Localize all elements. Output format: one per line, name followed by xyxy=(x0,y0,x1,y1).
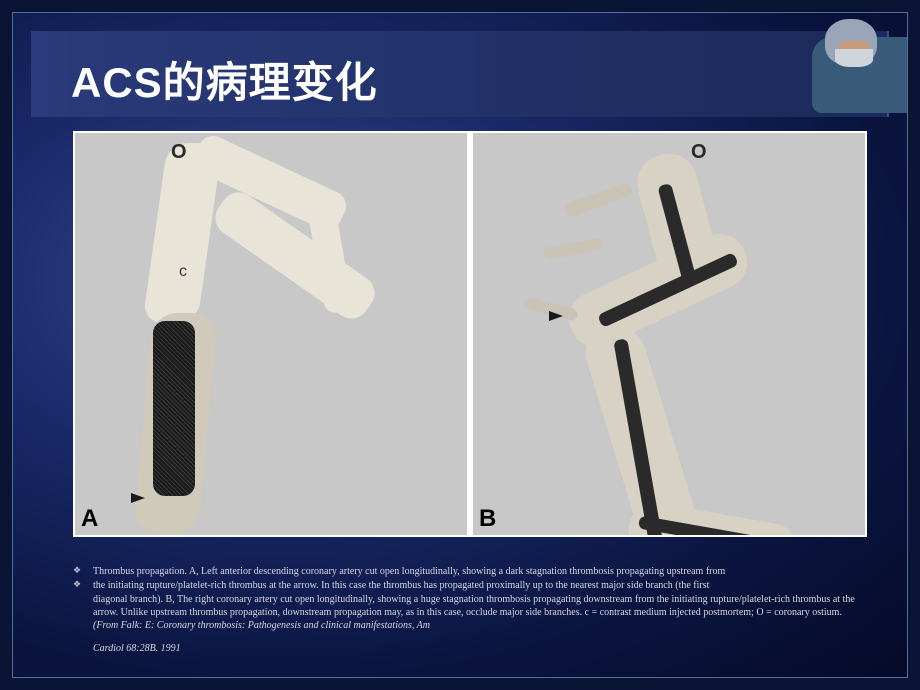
figure-container: O c A O B xyxy=(73,131,867,537)
panel-label-b: B xyxy=(479,505,496,533)
surgeon-mask xyxy=(835,49,873,67)
title-bar: ACS的病理变化 xyxy=(31,31,889,117)
bullet-icon: ❖ xyxy=(73,579,93,591)
arrow-marker-icon xyxy=(549,311,563,321)
caption-line: ❖ Thrombus propagation. A, Left anterior… xyxy=(73,565,867,578)
marker-o: O xyxy=(691,141,707,164)
figure-panel-a: O c A xyxy=(75,133,467,535)
slide-frame: ACS的病理变化 O c A xyxy=(12,12,908,678)
thrombus-region xyxy=(153,321,195,496)
caption-line: ❖ the initiating rupture/platelet-rich t… xyxy=(73,579,867,592)
figure-caption: ❖ Thrombus propagation. A, Left anterior… xyxy=(73,565,867,655)
marker-o: O xyxy=(171,141,187,164)
bullet-icon: ❖ xyxy=(73,565,93,577)
vessel-twig xyxy=(542,238,603,260)
arrow-marker-icon xyxy=(131,493,145,503)
caption-text: the initiating rupture/platelet-rich thr… xyxy=(93,579,867,592)
caption-body: diagonal branch). B, The right coronary … xyxy=(93,594,855,618)
caption-reference: Cardiol 68:28B. 1991 xyxy=(93,642,867,655)
caption-source: (From Falk: E: Coronary thrombosis: Path… xyxy=(93,620,430,631)
slide-title: ACS的病理变化 xyxy=(31,31,887,110)
surgeon-decorator xyxy=(777,13,907,113)
caption-continuation: diagonal branch). B, The right coronary … xyxy=(93,593,867,632)
panel-label-a: A xyxy=(81,505,98,533)
marker-c: c xyxy=(179,263,187,281)
figure-panel-b: O B xyxy=(473,133,865,535)
vessel-twig xyxy=(563,181,634,218)
caption-text: Thrombus propagation. A, Left anterior d… xyxy=(93,565,867,578)
